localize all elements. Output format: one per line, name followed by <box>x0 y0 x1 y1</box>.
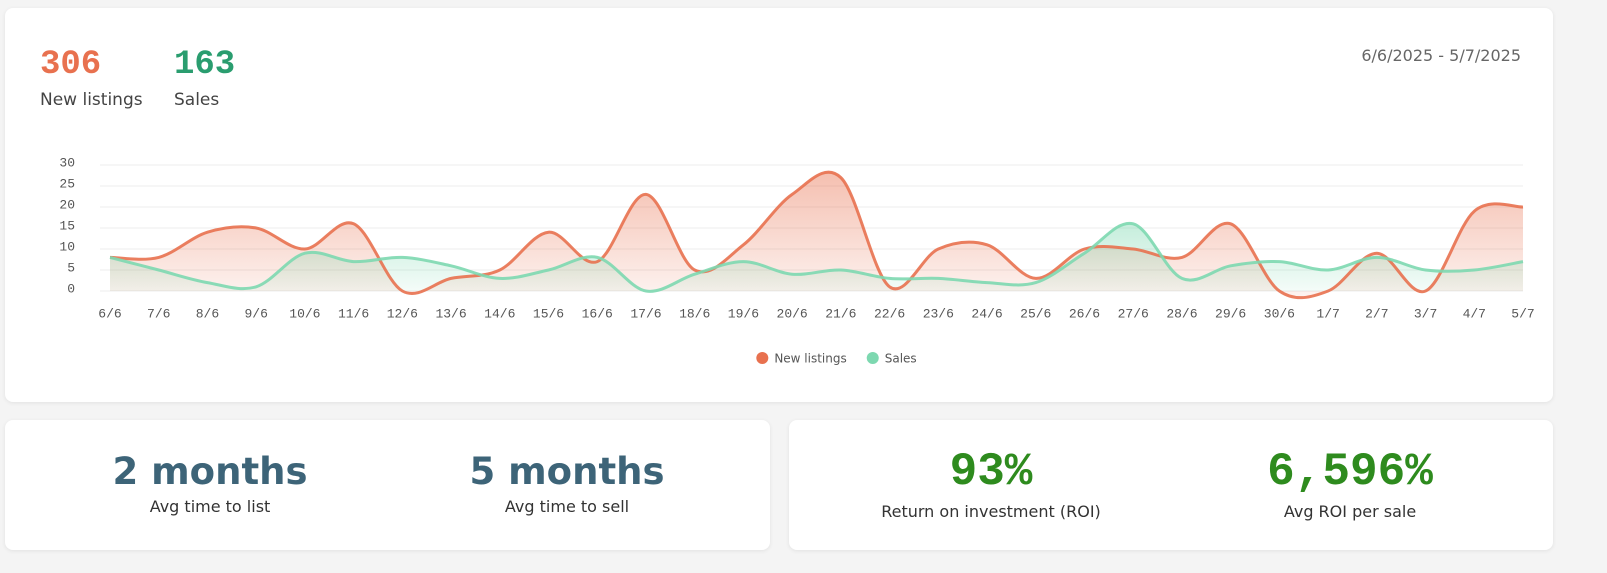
x-tick-label: 26/6 <box>1069 306 1100 321</box>
x-tick-label: 20/6 <box>777 306 808 321</box>
x-tick-label: 22/6 <box>874 306 905 321</box>
x-tick-label: 19/6 <box>728 306 759 321</box>
x-tick-label: 14/6 <box>484 306 515 321</box>
x-tick-label: 2/7 <box>1365 306 1388 321</box>
stat-value: 93% <box>949 446 1033 498</box>
x-tick-label: 18/6 <box>679 306 710 321</box>
x-tick-label: 23/6 <box>923 306 954 321</box>
y-tick-label: 20 <box>59 197 75 212</box>
y-tick-label: 15 <box>59 218 75 233</box>
x-tick-label: 15/6 <box>533 306 564 321</box>
series-line <box>109 170 1524 300</box>
stat-value: 5 months <box>469 450 665 493</box>
x-tick-label: 4/7 <box>1463 306 1486 321</box>
legend-marker <box>756 352 769 364</box>
x-tick-label: 24/6 <box>971 306 1002 321</box>
x-tick-label: 6/6 <box>98 306 121 321</box>
stat-label: Avg time to sell <box>504 497 630 516</box>
series-line <box>109 221 1524 293</box>
y-tick-label: 30 <box>59 155 75 170</box>
stat-label: Avg ROI per sale <box>1283 502 1417 521</box>
legend-marker <box>866 352 879 364</box>
summary-label: Sales <box>174 90 220 110</box>
x-tick-label: 5/7 <box>1511 306 1534 321</box>
legend-label: Sales <box>885 352 917 366</box>
roi-card: 93% Return on investment (ROI) 6,596% Av… <box>789 420 1553 550</box>
x-tick-label: 25/6 <box>1020 306 1051 321</box>
series-area <box>110 223 1523 292</box>
time-card: 2 months Avg time to list 5 months Avg t… <box>5 420 770 550</box>
x-tick-label: 11/6 <box>338 306 369 321</box>
legend-label: New listings <box>774 352 846 366</box>
x-tick-label: 27/6 <box>1118 306 1149 321</box>
chart: 0 5 10 15 20 25 30 6/6 7/6 8/6 9/6 10/6 11/6 12/6 13/6… <box>59 155 1534 366</box>
x-tick-label: 1/7 <box>1316 306 1339 321</box>
stat-value: 6,596% <box>1267 446 1433 498</box>
stat-label: Return on investment (ROI) <box>881 502 1101 521</box>
x-tick-label: 10/6 <box>289 306 320 321</box>
summary-label: New listings <box>40 90 143 110</box>
x-tick-label: 16/6 <box>582 306 613 321</box>
x-tick-label: 29/6 <box>1215 306 1246 321</box>
x-tick-label: 3/7 <box>1414 306 1437 321</box>
y-tick-label: 25 <box>59 176 75 191</box>
stat-value: 2 months <box>112 450 308 493</box>
x-tick-label: 8/6 <box>196 306 219 321</box>
x-tick-label: 12/6 <box>387 306 418 321</box>
y-tick-label: 5 <box>67 260 75 275</box>
summary-value: 306 <box>40 46 102 84</box>
stat-label: Avg time to list <box>149 497 271 516</box>
x-tick-label: 21/6 <box>825 306 856 321</box>
x-tick-label: 28/6 <box>1166 306 1197 321</box>
x-tick-label: 7/6 <box>147 306 170 321</box>
y-tick-label: 0 <box>67 281 75 296</box>
x-tick-label: 17/6 <box>630 306 661 321</box>
x-tick-label: 13/6 <box>435 306 466 321</box>
y-tick-label: 10 <box>59 239 75 254</box>
summary-value: 163 <box>174 46 236 84</box>
x-tick-label: 30/6 <box>1264 306 1295 321</box>
x-tick-label: 9/6 <box>244 306 267 321</box>
date-range: 6/6/2025 - 5/7/2025 <box>1361 46 1521 65</box>
